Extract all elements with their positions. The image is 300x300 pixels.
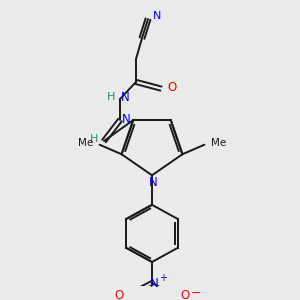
Text: N: N	[148, 176, 158, 189]
Text: O: O	[180, 289, 190, 300]
Text: N: N	[153, 11, 161, 21]
Text: −: −	[191, 287, 201, 300]
Text: N: N	[150, 278, 158, 290]
Text: Me: Me	[78, 138, 93, 148]
Text: Me: Me	[211, 138, 226, 148]
Text: H: H	[107, 92, 115, 102]
Text: N: N	[121, 91, 129, 104]
Text: O: O	[167, 81, 177, 94]
Text: O: O	[114, 289, 124, 300]
Text: H: H	[90, 134, 98, 144]
Text: N: N	[122, 112, 130, 126]
Text: +: +	[159, 273, 167, 283]
